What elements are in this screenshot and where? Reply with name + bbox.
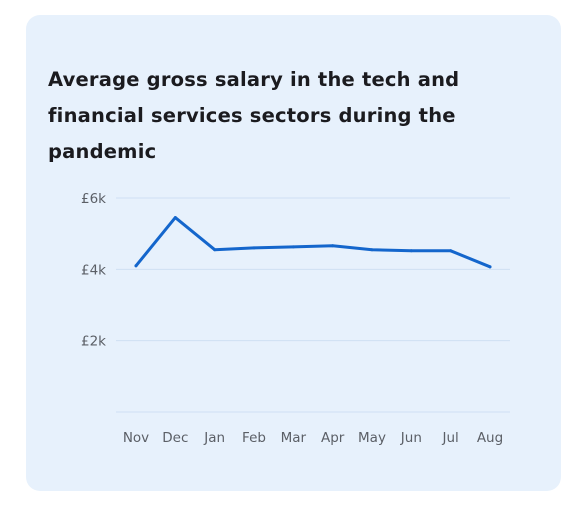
data-point bbox=[134, 264, 138, 268]
data-point bbox=[449, 249, 453, 253]
data-point bbox=[488, 265, 492, 269]
series-lines bbox=[134, 216, 492, 269]
x-tick-label: Jan bbox=[203, 430, 225, 446]
series-line bbox=[134, 216, 492, 269]
x-tick-label: Jun bbox=[400, 430, 422, 446]
data-point bbox=[291, 245, 295, 249]
x-axis-ticks: Nov Dec Jan Feb Mar Apr May Jun Jul Aug bbox=[123, 430, 503, 446]
y-tick-label: £2k bbox=[81, 334, 106, 350]
x-tick-label: Aug bbox=[477, 430, 503, 446]
x-tick-label: Feb bbox=[242, 430, 266, 446]
data-point bbox=[252, 246, 256, 250]
chart-title: Average gross salary in the tech and fin… bbox=[48, 68, 460, 163]
x-tick-label: May bbox=[358, 430, 386, 446]
x-tick-label: Mar bbox=[281, 430, 307, 446]
data-point bbox=[213, 248, 217, 252]
x-tick-label: Nov bbox=[123, 430, 149, 446]
y-axis-ticks: £2k £4k £6k bbox=[81, 191, 106, 350]
x-tick-label: Dec bbox=[162, 430, 188, 446]
y-tick-label: £6k bbox=[81, 191, 106, 207]
data-point bbox=[370, 248, 374, 252]
data-point bbox=[331, 244, 335, 248]
data-point bbox=[409, 249, 413, 253]
y-tick-label: £4k bbox=[81, 262, 106, 278]
x-tick-label: Jul bbox=[442, 430, 459, 446]
data-point bbox=[173, 216, 177, 220]
x-tick-label: Apr bbox=[321, 430, 345, 446]
gridlines bbox=[116, 197, 510, 413]
